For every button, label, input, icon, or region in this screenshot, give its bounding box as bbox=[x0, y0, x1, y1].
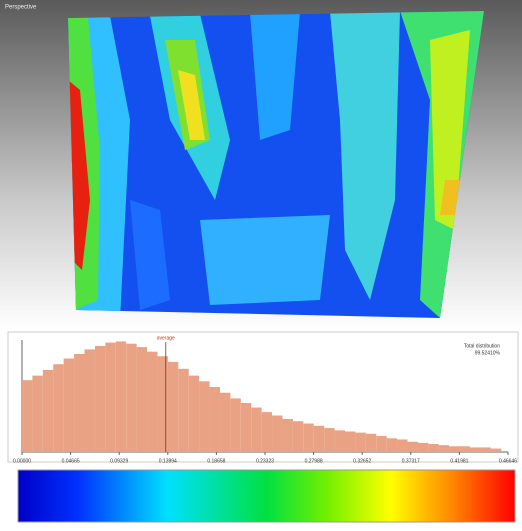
histogram-bar bbox=[137, 347, 147, 452]
histogram-bar bbox=[74, 354, 84, 452]
histogram-bar bbox=[220, 393, 230, 452]
histogram-bar bbox=[491, 449, 501, 452]
x-tick-label: 0.27988 bbox=[305, 458, 323, 464]
x-tick-label: 0.18658 bbox=[207, 458, 225, 464]
histogram-bar bbox=[116, 341, 126, 452]
histogram-bar bbox=[199, 381, 209, 452]
histogram-bar bbox=[470, 447, 480, 452]
summary-value: 99.52410% bbox=[475, 350, 501, 356]
histogram-bar bbox=[439, 445, 449, 452]
histogram-bar bbox=[407, 442, 417, 452]
histogram-bar bbox=[397, 439, 407, 452]
histogram-bar bbox=[282, 419, 292, 452]
histogram-bar bbox=[105, 343, 115, 452]
histogram-bar bbox=[178, 369, 188, 452]
histogram-bar bbox=[303, 424, 313, 453]
histogram-bar bbox=[53, 364, 63, 452]
color-scale bbox=[18, 470, 515, 522]
histogram-bar bbox=[418, 443, 428, 452]
histogram-bar bbox=[449, 446, 459, 452]
x-tick-label: 0.04665 bbox=[62, 458, 80, 464]
histogram-bar bbox=[32, 376, 42, 452]
viewport-label: Perspective bbox=[5, 5, 37, 11]
histogram-bar bbox=[480, 447, 490, 452]
histogram-bar bbox=[168, 362, 178, 452]
histogram-bar bbox=[460, 446, 470, 452]
histogram-bar bbox=[230, 398, 240, 452]
histogram-bar bbox=[314, 426, 324, 452]
histogram-bar bbox=[22, 380, 32, 452]
histogram-bar bbox=[210, 387, 220, 452]
histogram-bar bbox=[189, 376, 199, 452]
histogram-bar bbox=[272, 416, 282, 452]
x-tick-label: 0.46646 bbox=[499, 458, 517, 464]
histogram-bar bbox=[335, 430, 345, 452]
average-label: average bbox=[157, 335, 175, 341]
histogram-bar bbox=[366, 434, 376, 452]
histogram-bar bbox=[324, 428, 334, 452]
x-tick-label: 0.41981 bbox=[450, 458, 468, 464]
histogram-bar bbox=[157, 356, 167, 452]
x-tick-label: 0.09329 bbox=[110, 458, 128, 464]
x-tick-label: 0.23323 bbox=[256, 458, 274, 464]
histogram-bar bbox=[241, 403, 251, 452]
histogram-bar bbox=[428, 444, 438, 452]
x-tick-label: 0.32652 bbox=[353, 458, 371, 464]
x-tick-label: 0.37317 bbox=[402, 458, 420, 464]
histogram-bar bbox=[85, 349, 95, 452]
histogram-bar bbox=[355, 433, 365, 452]
histogram-bar bbox=[293, 421, 303, 452]
app-window: Perspective Total distribution 99.52410%… bbox=[0, 0, 522, 526]
histogram-bar bbox=[251, 408, 261, 452]
page: Perspective Total distribution 99.52410%… bbox=[0, 0, 522, 531]
heatmap-surface bbox=[60, 5, 490, 325]
histogram-bar bbox=[345, 431, 355, 452]
histogram-bar bbox=[95, 346, 105, 452]
x-tick-label: 0.00000 bbox=[13, 458, 31, 464]
x-tick-label: 0.13994 bbox=[159, 458, 177, 464]
surface-streak bbox=[200, 215, 330, 305]
histogram-bar bbox=[126, 344, 136, 452]
histogram-bar bbox=[387, 438, 397, 452]
histogram-bar bbox=[147, 352, 157, 452]
summary-title: Total distribution bbox=[464, 343, 500, 349]
histogram-bar bbox=[376, 436, 386, 452]
histogram-bar bbox=[64, 359, 74, 452]
histogram-bar bbox=[43, 370, 53, 452]
histogram-bar bbox=[262, 412, 272, 452]
